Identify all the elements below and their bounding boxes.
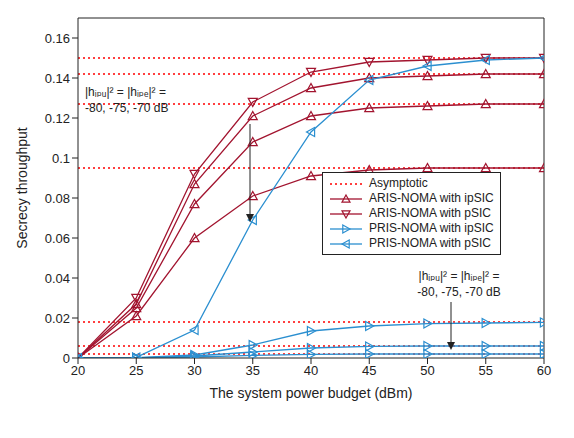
html-text:Asymptotic: Asymptotic	[369, 176, 428, 190]
svg-text:0.14: 0.14	[45, 71, 70, 86]
svg-text:25: 25	[129, 363, 143, 378]
svg-text:-80, -75, -70 dB: -80, -75, -70 dB	[85, 101, 168, 115]
html-text:PRIS-NOMA with ipSIC: PRIS-NOMA with ipSIC	[369, 221, 494, 235]
svg-text:0.16: 0.16	[45, 31, 70, 46]
svg-text:30: 30	[187, 363, 201, 378]
svg-text:-80, -75, -70 dB: -80, -75, -70 dB	[417, 285, 500, 299]
svg-text:35: 35	[246, 363, 260, 378]
html-text:ARIS-NOMA with ipSIC: ARIS-NOMA with ipSIC	[369, 191, 494, 205]
svg-text:0.08: 0.08	[45, 191, 70, 206]
html-text:ARIS-NOMA with pSIC: ARIS-NOMA with pSIC	[369, 206, 491, 220]
svg-text:45: 45	[362, 363, 376, 378]
svg-text:50: 50	[420, 363, 434, 378]
svg-text:60: 60	[537, 363, 551, 378]
svg-text:0.02: 0.02	[45, 311, 70, 326]
svg-text:0.12: 0.12	[45, 111, 70, 126]
svg-text:Secrecy throughput: Secrecy throughput	[14, 127, 30, 249]
svg-text:40: 40	[304, 363, 318, 378]
svg-text:0.1: 0.1	[52, 151, 70, 166]
svg-text:The system power budget (dBm): The system power budget (dBm)	[209, 385, 412, 401]
svg-text:55: 55	[479, 363, 493, 378]
svg-text:20: 20	[71, 363, 85, 378]
svg-text:0: 0	[63, 351, 70, 366]
svg-text:|hᵢₚᵤ|² = |hᵢₚₑ|² =: |hᵢₚᵤ|² = |hᵢₚₑ|² =	[85, 85, 166, 99]
html-text:PRIS-NOMA with pSIC: PRIS-NOMA with pSIC	[369, 236, 491, 250]
svg-text:0.06: 0.06	[45, 231, 70, 246]
svg-text:|hᵢₚᵤ|² = |hᵢₚₑ|² =: |hᵢₚᵤ|² = |hᵢₚₑ|² =	[419, 269, 500, 283]
svg-text:0.04: 0.04	[45, 271, 70, 286]
